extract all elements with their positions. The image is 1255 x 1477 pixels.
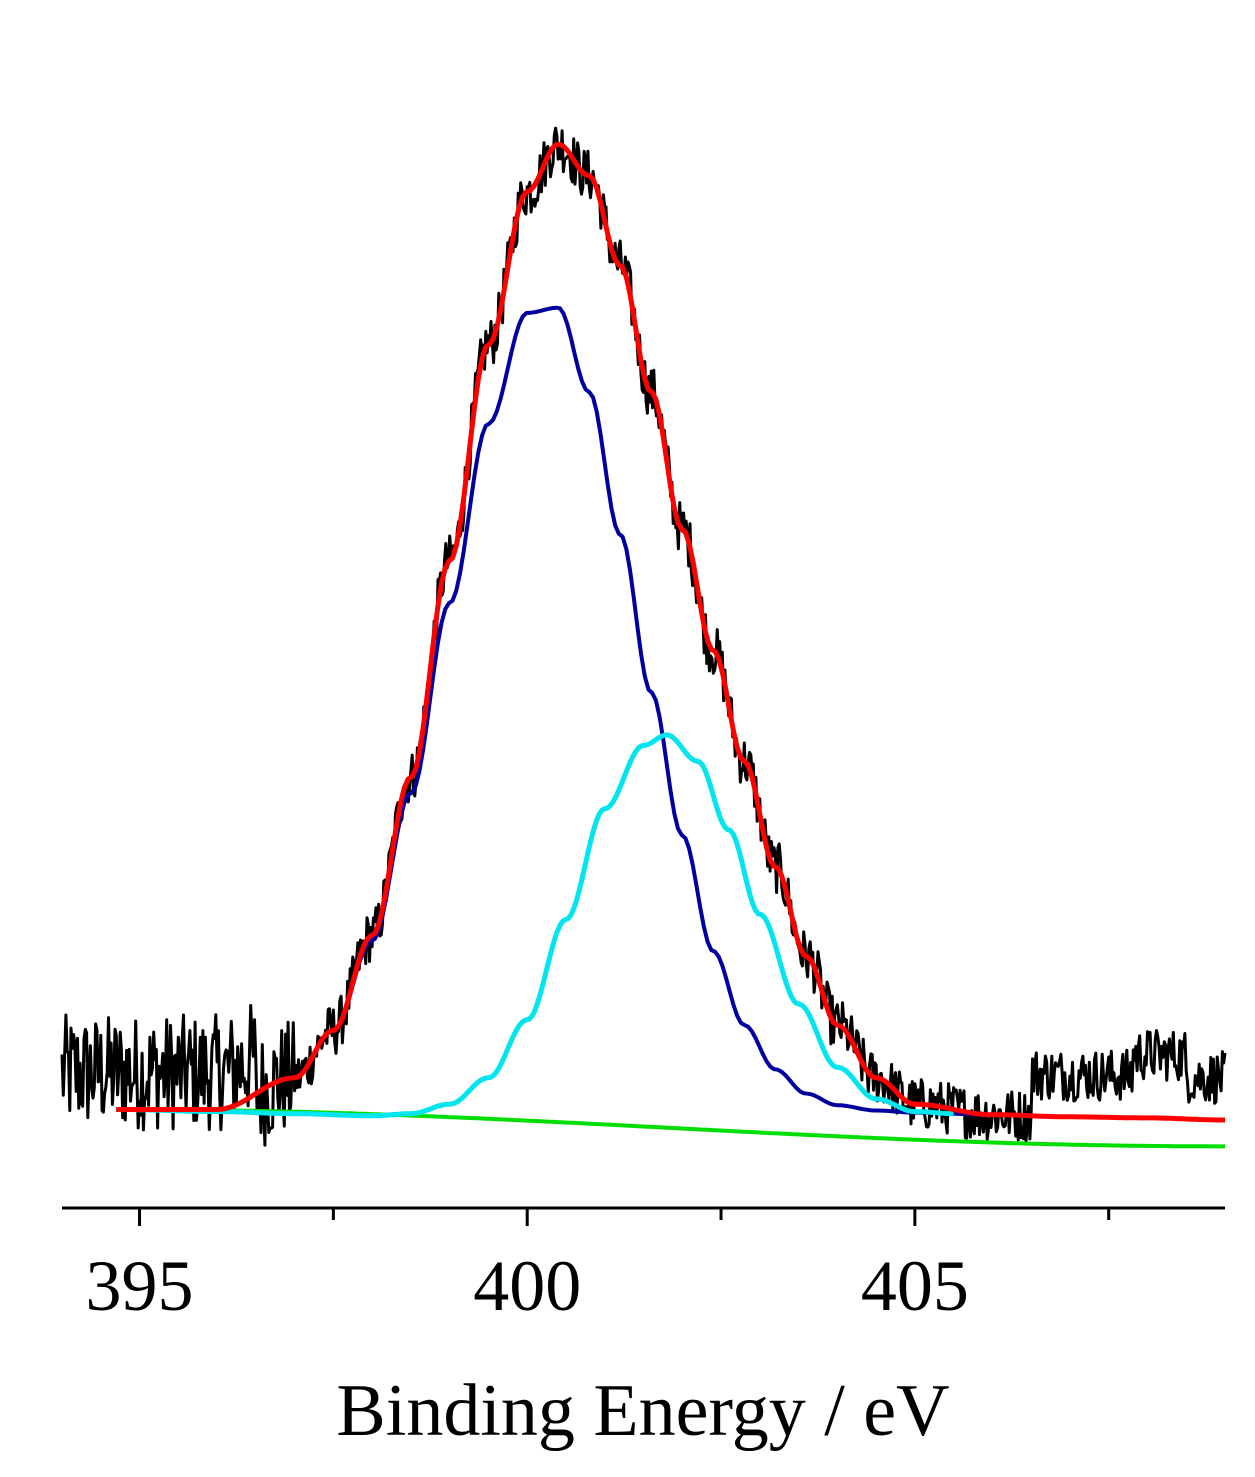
plot-area: 395 400 405: [60, 126, 1227, 1326]
series-component-0: [116, 305, 1225, 1122]
chart-series: [60, 126, 1227, 1149]
x-axis-tick-labels: 395 400 405: [86, 1246, 969, 1326]
x-tick-label: 395: [86, 1246, 194, 1326]
x-axis-title: Binding Energy / eV: [336, 1370, 949, 1452]
x-axis-ticks: [138, 1208, 1111, 1226]
x-tick-label: 400: [473, 1246, 581, 1326]
series-envelope: [116, 141, 1225, 1123]
series-component-1: [116, 732, 954, 1119]
x-tick-label: 405: [861, 1246, 969, 1326]
series-experimental: [60, 126, 1227, 1147]
